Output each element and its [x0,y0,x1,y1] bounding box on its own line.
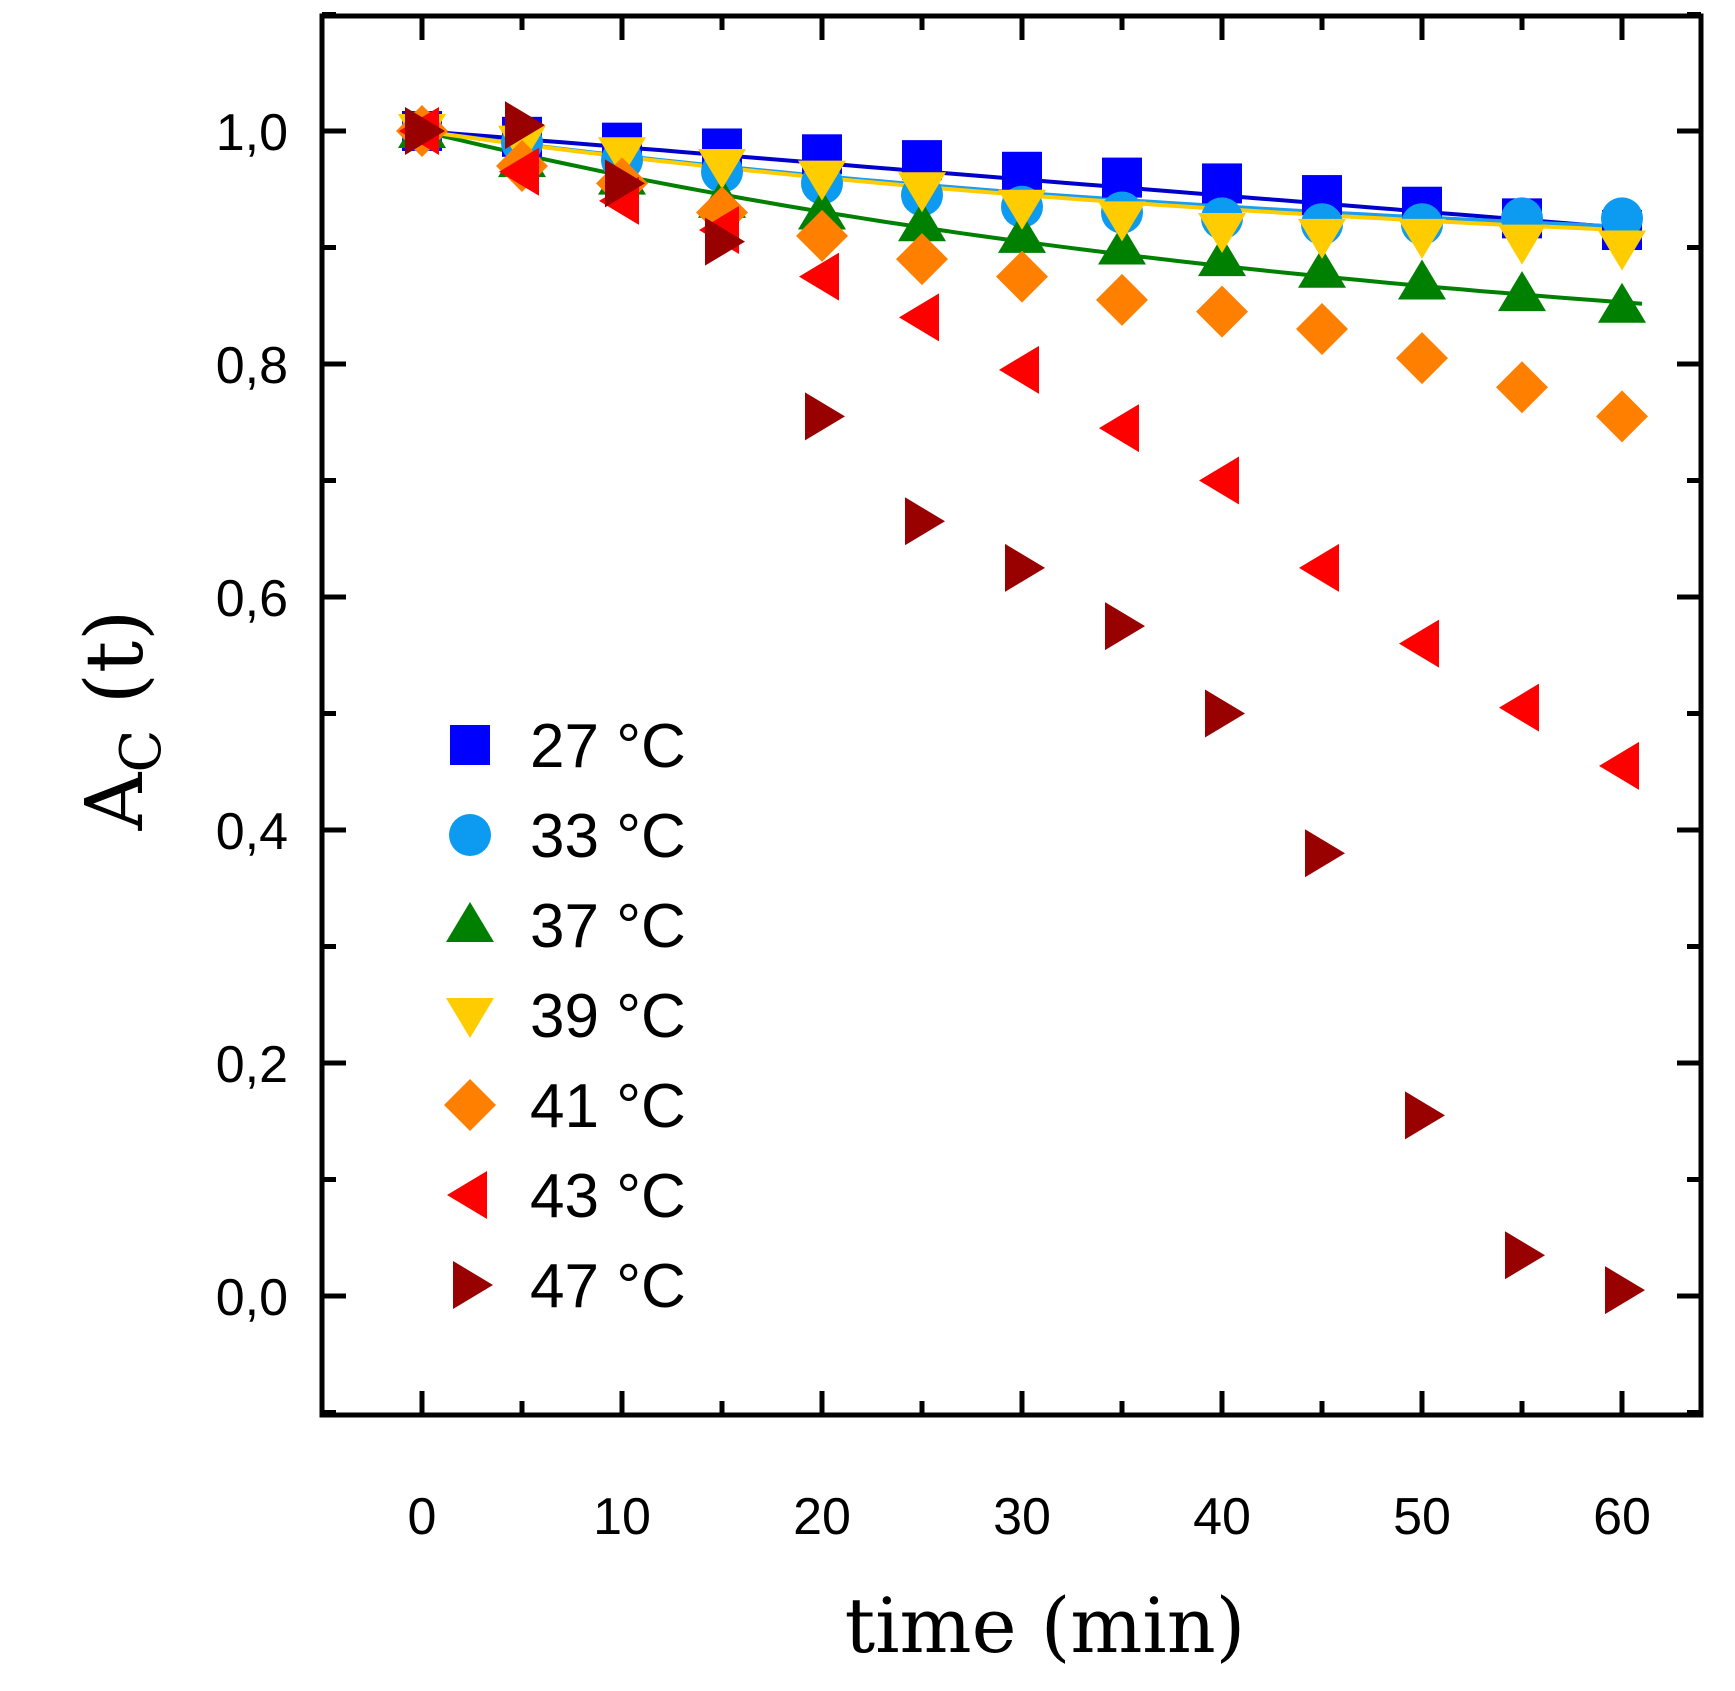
x-tick-label: 40 [1193,1488,1251,1546]
y-axis-title-suffix: (t) [68,610,161,730]
x-tick-label: 0 [408,1488,437,1546]
data-points [396,101,1648,1315]
data-point [1598,282,1646,323]
data-point [1596,390,1648,443]
data-point [1102,157,1142,198]
x-tick-label: 10 [593,1488,651,1546]
legend-marker [453,1261,493,1309]
data-point [705,217,745,266]
data-point [1298,218,1346,259]
data-point [798,160,846,201]
data-point [1298,247,1346,288]
legend-label: 39 °C [530,982,686,1051]
data-point [998,189,1046,230]
data-point [796,209,848,262]
legend-label: 33 °C [530,802,686,871]
data-point [1202,163,1242,204]
data-point [1605,1266,1645,1315]
y-axis-title-subscript: C [109,730,174,773]
data-point [1096,273,1148,326]
data-point [905,497,945,546]
data-point [805,392,845,441]
x-tick-label: 50 [1393,1488,1451,1546]
data-point [1405,1091,1445,1140]
legend-label: 43 °C [530,1162,686,1231]
data-point [996,250,1048,303]
data-point [1499,683,1539,732]
y-axis-title-main: A [68,771,161,831]
data-point [1198,236,1246,277]
data-point [798,189,846,230]
data-point [898,201,946,242]
data-point [1498,224,1546,265]
data-point [1098,224,1146,265]
data-point [1399,619,1439,668]
data-point [1505,1231,1545,1280]
legend-marker [449,814,491,856]
data-point [1601,197,1643,240]
data-point [499,147,539,196]
data-point [1299,543,1339,592]
series-47C [405,101,1645,1315]
legend-label: 41 °C [530,1072,686,1141]
data-point [1305,829,1345,878]
legend: 27 °C 33 °C 37 °C 39 °C 41 °C 43 °C 47 °C [444,712,686,1321]
axis-ticks [322,12,1701,1415]
data-point [598,137,646,178]
x-tick-label: 60 [1593,1488,1651,1546]
y-tick-label: 0,4 [216,803,288,861]
data-point [999,345,1039,394]
data-point [698,148,746,189]
legend-marker [447,1171,487,1219]
data-point [1199,456,1239,505]
data-point [1196,285,1248,338]
legend-marker [446,998,494,1038]
y-tick-label: 0,8 [216,337,288,395]
data-point [1098,201,1146,242]
data-point [1099,404,1139,453]
data-point [605,159,645,208]
y-axis-title: AC (t) [68,610,174,832]
axis-tick-labels: 0 10 20 30 40 50 60 0,0 0,2 0,4 0,6 0,8 1,0 [216,104,1651,1546]
y-tick-label: 0,2 [216,1036,288,1094]
y-tick-label: 0,0 [216,1269,288,1327]
data-point [1296,303,1348,356]
data-point [1105,602,1145,651]
data-point [505,101,545,150]
data-point [896,233,948,286]
data-point [1002,151,1042,192]
y-tick-label: 0,6 [216,570,288,628]
x-tick-label: 20 [793,1488,851,1546]
legend-label: 47 °C [530,1252,686,1321]
data-point [1205,689,1245,738]
legend-marker [450,725,490,765]
data-point [1496,361,1548,414]
data-point [899,293,939,342]
x-tick-label: 30 [993,1488,1051,1546]
data-point [898,172,946,213]
data-point [998,212,1046,253]
data-point [1398,218,1446,259]
legend-marker [444,1079,496,1131]
data-point [1396,332,1448,385]
x-axis-title: time (min) [845,1581,1246,1670]
legend-label: 37 °C [530,892,686,961]
data-point [799,252,839,301]
legend-marker [446,902,494,942]
legend-label: 27 °C [530,712,686,781]
data-point [1005,543,1045,592]
data-point [1498,271,1546,312]
data-point [1398,259,1446,300]
data-point [1599,741,1639,790]
data-point [405,107,445,155]
y-tick-label: 1,0 [216,104,288,162]
data-point [1598,230,1646,271]
data-point [1198,213,1246,254]
